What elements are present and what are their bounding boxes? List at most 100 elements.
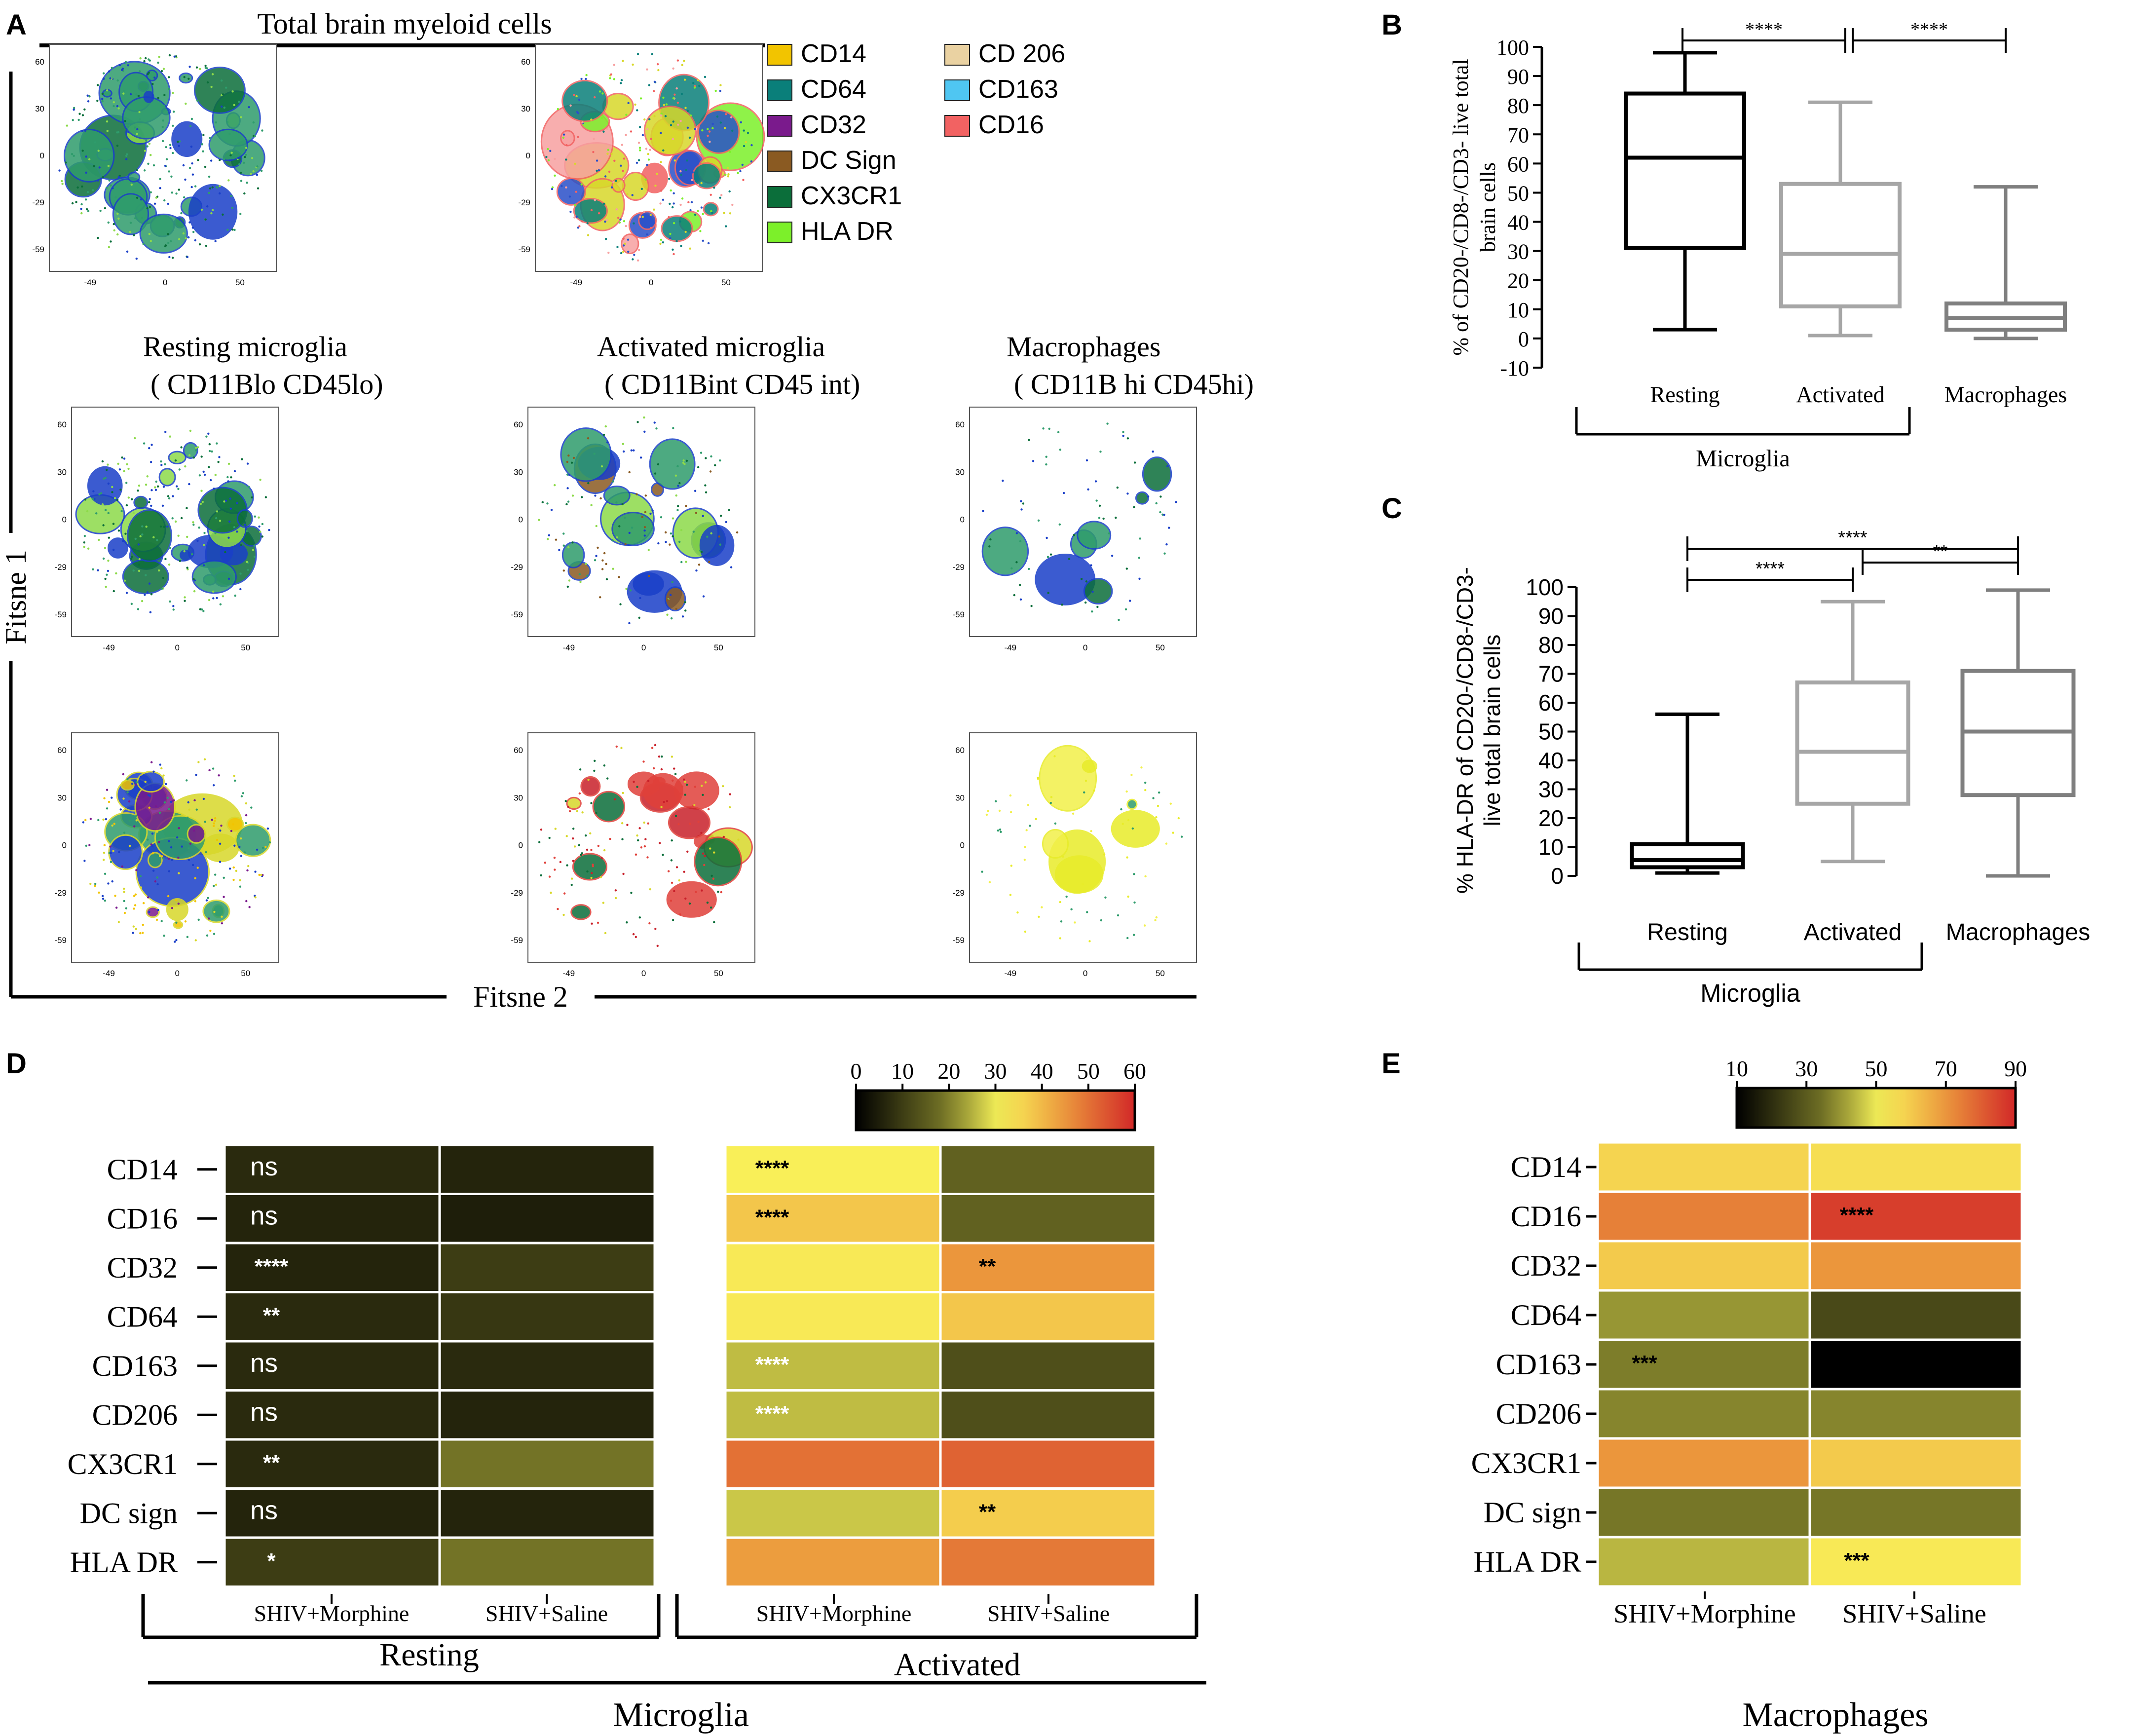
- cell-point: [723, 212, 725, 214]
- cell-point: [643, 529, 646, 532]
- cell-point: [631, 527, 634, 529]
- cell-point: [646, 68, 648, 71]
- y-axis-label: brain cells: [1476, 162, 1500, 252]
- y-tick-label: 0: [1518, 327, 1529, 351]
- cell-point: [741, 163, 744, 166]
- cell-point: [743, 129, 745, 132]
- cell-point: [1143, 924, 1146, 927]
- cell-point: [1020, 500, 1022, 502]
- cell-point: [162, 486, 165, 488]
- cell-point: [138, 118, 141, 120]
- cell-point: [702, 213, 704, 216]
- cell-point: [672, 97, 675, 100]
- cell-point: [680, 561, 683, 564]
- cell-point: [714, 90, 717, 92]
- fitsne2-label: Fitsne 2: [473, 981, 568, 1013]
- cell-point: [621, 822, 624, 825]
- row-label: CD16: [107, 1202, 178, 1235]
- cell-point: [125, 907, 128, 909]
- cell-cluster: [572, 853, 607, 881]
- cell-point: [710, 532, 712, 535]
- cell-point: [223, 896, 225, 898]
- legend-swatch: [767, 44, 792, 66]
- cell-point: [572, 456, 575, 459]
- cell-point: [693, 85, 696, 87]
- cell-point: [720, 891, 722, 894]
- cell-point: [1024, 846, 1026, 848]
- y-tick-label: 30: [1507, 240, 1529, 264]
- cell-point: [689, 823, 691, 825]
- cell-point: [87, 100, 90, 103]
- cell-point: [239, 572, 242, 575]
- cell-point: [193, 590, 196, 593]
- column-label: SHIV+Morphine: [1613, 1599, 1795, 1628]
- cell-point: [127, 496, 130, 499]
- cell-point: [116, 79, 119, 82]
- cell-point: [92, 490, 95, 492]
- cell-point: [102, 557, 105, 560]
- y-tick-label: 70: [1507, 123, 1529, 147]
- heatmap-cell: [939, 1438, 1157, 1490]
- cell-point: [136, 196, 139, 199]
- cell-point: [727, 173, 730, 176]
- cell-point: [673, 890, 675, 892]
- cell-point: [243, 192, 246, 195]
- cell-point: [178, 145, 180, 147]
- x-tick-label: 50: [241, 969, 250, 978]
- cell-point: [149, 191, 152, 193]
- cell-point: [164, 245, 167, 248]
- cell-point: [1139, 537, 1141, 540]
- cell-point: [662, 149, 665, 152]
- cell-point: [691, 179, 693, 182]
- cell-point: [544, 862, 547, 864]
- cell-point: [229, 154, 232, 156]
- cell-point: [107, 482, 110, 485]
- cell-point: [187, 847, 190, 850]
- cell-point: [591, 922, 593, 925]
- cell-point: [149, 498, 151, 500]
- heatmap-cell: [1596, 1437, 1811, 1489]
- significance-annotation: **: [263, 1451, 280, 1475]
- cell-point: [136, 128, 139, 130]
- cell-point: [208, 191, 210, 194]
- cell-point: [133, 126, 136, 129]
- cell-point: [123, 90, 126, 92]
- cell-point: [106, 120, 109, 123]
- cell-point: [61, 183, 64, 185]
- cell-point: [107, 882, 110, 885]
- cell-cluster: [621, 233, 639, 255]
- cell-point: [199, 68, 201, 70]
- heatmap-cell: [223, 1536, 441, 1588]
- cell-point: [615, 745, 618, 748]
- cell-point: [152, 869, 155, 872]
- cell-point: [1065, 895, 1068, 898]
- heatmap-cell: [438, 1438, 656, 1490]
- cell-point: [562, 133, 565, 136]
- y-tick-label: 30: [955, 793, 965, 802]
- cell-point: [641, 516, 643, 519]
- subset-title: Activated microglia: [597, 331, 825, 363]
- cell-point: [1163, 552, 1166, 555]
- cell-point: [1042, 427, 1045, 430]
- y-tick-label: 80: [1507, 94, 1529, 118]
- cell-point: [653, 80, 656, 83]
- cell-point: [1144, 789, 1147, 792]
- cell-point: [190, 117, 193, 120]
- cell-point: [77, 118, 80, 121]
- cell-point: [123, 457, 126, 460]
- cell-point: [597, 921, 599, 924]
- cell-point: [164, 463, 166, 466]
- cell-point: [258, 516, 260, 519]
- cell-point: [622, 244, 625, 247]
- cell-point: [128, 800, 131, 803]
- cell-point: [220, 105, 223, 108]
- cell-point: [210, 159, 213, 162]
- cell-point: [238, 846, 241, 848]
- cell-point: [185, 237, 187, 240]
- cell-point: [211, 186, 214, 189]
- cell-point: [103, 851, 106, 854]
- cell-point: [176, 485, 178, 488]
- cell-point: [630, 892, 633, 894]
- cell-point: [209, 929, 212, 932]
- cell-point: [1098, 504, 1101, 507]
